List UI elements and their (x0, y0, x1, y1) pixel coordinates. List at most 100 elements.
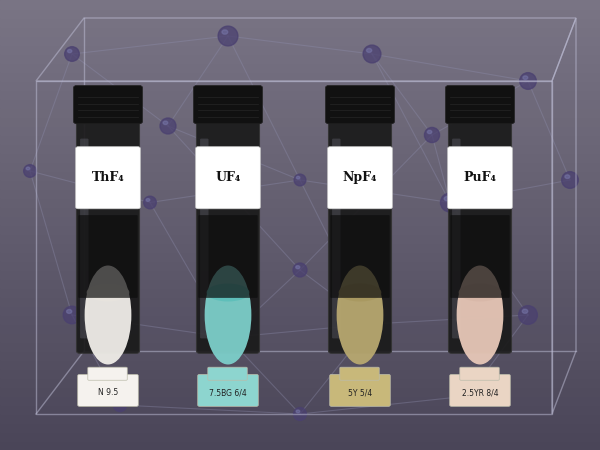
FancyBboxPatch shape (450, 215, 510, 298)
FancyBboxPatch shape (76, 147, 140, 209)
Bar (0, 144, 600, 153)
Bar (0, 342, 600, 351)
Ellipse shape (518, 306, 538, 324)
Ellipse shape (224, 334, 228, 337)
Ellipse shape (113, 398, 127, 412)
Bar (0, 153, 600, 162)
FancyBboxPatch shape (328, 147, 392, 209)
Ellipse shape (163, 121, 168, 125)
Bar (0, 234, 600, 243)
Ellipse shape (296, 410, 300, 413)
Ellipse shape (68, 50, 72, 53)
FancyBboxPatch shape (200, 139, 209, 338)
Bar (0, 441, 600, 450)
Bar (0, 162, 600, 171)
Bar (0, 288, 600, 297)
Bar (0, 423, 600, 432)
Bar (0, 324, 600, 333)
Bar (0, 279, 600, 288)
Bar (0, 81, 600, 90)
Ellipse shape (522, 309, 528, 313)
Bar (0, 198, 600, 207)
Ellipse shape (222, 30, 228, 34)
Ellipse shape (562, 171, 578, 189)
Ellipse shape (363, 45, 381, 63)
Bar (0, 18, 600, 27)
Bar (0, 99, 600, 108)
Ellipse shape (293, 408, 307, 420)
FancyBboxPatch shape (74, 86, 143, 124)
Ellipse shape (523, 76, 528, 80)
Text: 7.5BG 6/4: 7.5BG 6/4 (209, 388, 247, 397)
Ellipse shape (296, 176, 300, 179)
FancyBboxPatch shape (193, 86, 263, 124)
Bar (0, 117, 600, 126)
Bar (0, 369, 600, 378)
Ellipse shape (218, 26, 238, 46)
Ellipse shape (458, 284, 502, 302)
FancyBboxPatch shape (331, 215, 390, 298)
Ellipse shape (457, 266, 503, 365)
Ellipse shape (367, 49, 372, 52)
Ellipse shape (116, 401, 120, 404)
Bar (0, 72, 600, 81)
Ellipse shape (23, 165, 37, 177)
FancyBboxPatch shape (77, 115, 139, 353)
Bar (0, 189, 600, 198)
Ellipse shape (160, 118, 176, 134)
Bar (0, 261, 600, 270)
Ellipse shape (65, 47, 79, 61)
Ellipse shape (362, 314, 382, 334)
Bar (0, 252, 600, 261)
FancyBboxPatch shape (450, 374, 510, 406)
FancyBboxPatch shape (330, 374, 390, 406)
FancyBboxPatch shape (88, 367, 127, 380)
Bar (0, 378, 600, 387)
Bar (0, 180, 600, 189)
Ellipse shape (565, 175, 570, 179)
Ellipse shape (205, 266, 251, 365)
Bar (0, 171, 600, 180)
FancyBboxPatch shape (448, 147, 512, 209)
FancyBboxPatch shape (340, 367, 379, 380)
Ellipse shape (461, 390, 475, 402)
Bar (0, 54, 600, 63)
Ellipse shape (338, 284, 382, 302)
Bar (0, 108, 600, 117)
Bar (0, 351, 600, 360)
Text: NpF₄: NpF₄ (343, 171, 377, 184)
Ellipse shape (294, 174, 306, 186)
FancyBboxPatch shape (78, 215, 138, 298)
Bar (0, 63, 600, 72)
Bar (0, 306, 600, 315)
Ellipse shape (424, 127, 440, 143)
Ellipse shape (146, 198, 150, 201)
Bar (0, 414, 600, 423)
FancyBboxPatch shape (325, 86, 395, 124)
Ellipse shape (67, 310, 72, 313)
Bar (0, 432, 600, 441)
Text: N 9.5: N 9.5 (98, 388, 118, 397)
FancyBboxPatch shape (208, 367, 247, 380)
Bar (0, 243, 600, 252)
FancyBboxPatch shape (332, 139, 341, 338)
Bar (0, 225, 600, 234)
Ellipse shape (26, 167, 30, 170)
Ellipse shape (427, 130, 432, 134)
Bar (0, 90, 600, 99)
Ellipse shape (337, 266, 383, 365)
Bar (0, 126, 600, 135)
Text: ThF₄: ThF₄ (92, 171, 124, 184)
Bar (0, 0, 600, 9)
Bar (0, 207, 600, 216)
Bar (0, 405, 600, 414)
Text: 5Y 5/4: 5Y 5/4 (348, 388, 372, 397)
FancyBboxPatch shape (198, 215, 258, 298)
Bar (0, 216, 600, 225)
Text: PuF₄: PuF₄ (464, 171, 497, 184)
FancyBboxPatch shape (196, 147, 260, 209)
Ellipse shape (222, 332, 234, 343)
FancyBboxPatch shape (446, 86, 515, 124)
Ellipse shape (440, 193, 460, 212)
Bar (0, 45, 600, 54)
